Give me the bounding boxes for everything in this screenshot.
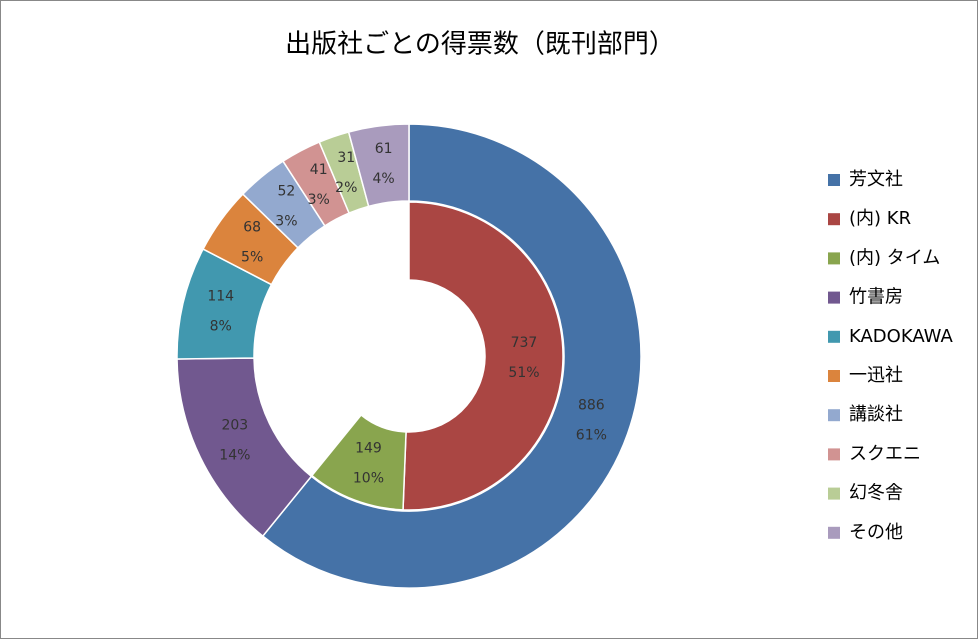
- legend-label: 芳文社: [849, 169, 903, 190]
- legend-label: スクエニ: [849, 443, 921, 464]
- legend-label: KADOKAWA: [849, 326, 953, 347]
- percent-label: 61%: [576, 428, 607, 444]
- percent-label: 2%: [335, 180, 357, 196]
- legend-swatch: [828, 174, 840, 186]
- percent-label: 4%: [372, 171, 394, 187]
- legend-swatch: [828, 526, 840, 539]
- legend-swatch: [828, 291, 840, 304]
- legend-label: (内) KR: [849, 208, 911, 229]
- percent-label: 10%: [353, 471, 384, 487]
- value-label: 31: [337, 150, 355, 166]
- percent-label: 14%: [219, 447, 250, 463]
- donut-segment: [310, 413, 407, 511]
- legend-swatch: [828, 330, 840, 343]
- value-label: 61: [375, 141, 393, 157]
- legend-label: (内) タイム: [849, 247, 940, 268]
- legend-swatch: [828, 252, 840, 265]
- percent-label: 8%: [210, 318, 232, 334]
- value-label: 203: [221, 417, 248, 433]
- legend-label: その他: [849, 522, 903, 543]
- value-label: 149: [355, 441, 382, 457]
- legend-swatch: [828, 487, 840, 500]
- value-label: 41: [310, 162, 328, 178]
- value-label: 737: [511, 335, 538, 351]
- legend-label: 講談社: [849, 404, 903, 425]
- legend-label: 一迅社: [849, 365, 903, 386]
- value-label: 114: [207, 288, 234, 304]
- percent-label: 5%: [241, 250, 263, 266]
- legend-swatch: [828, 448, 840, 461]
- legend-swatch: [828, 409, 840, 422]
- donut-segment: [347, 123, 410, 208]
- legend-label: 幻冬舎: [849, 483, 903, 504]
- value-label: 886: [578, 398, 605, 414]
- value-label: 68: [243, 220, 261, 236]
- legend-label: 竹書房: [849, 287, 903, 308]
- percent-label: 3%: [308, 192, 330, 208]
- chart-title: 出版社ごとの得票数（既刊部門）: [285, 30, 675, 60]
- legend-swatch: [828, 370, 840, 382]
- donut-segment: [402, 201, 564, 511]
- value-label: 52: [277, 183, 295, 199]
- percent-label: 51%: [508, 365, 539, 381]
- donut-segment: [261, 123, 642, 589]
- percent-label: 3%: [275, 213, 297, 229]
- legend-swatch: [828, 213, 840, 226]
